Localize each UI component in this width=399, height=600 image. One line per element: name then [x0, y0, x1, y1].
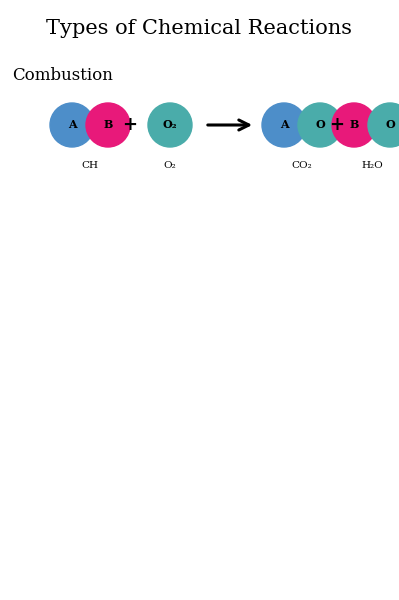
Text: O: O [315, 119, 325, 130]
Circle shape [50, 103, 94, 147]
Text: Combustion: Combustion [12, 67, 113, 83]
Text: Types of Chemical Reactions: Types of Chemical Reactions [47, 19, 352, 37]
Text: A: A [68, 119, 76, 130]
Text: CO₂: CO₂ [292, 161, 312, 170]
Text: A: A [280, 119, 288, 130]
Circle shape [86, 103, 130, 147]
Circle shape [368, 103, 399, 147]
Text: +: + [330, 116, 344, 134]
Text: CH: CH [81, 161, 99, 170]
Text: O₂: O₂ [163, 119, 177, 130]
Circle shape [148, 103, 192, 147]
Circle shape [332, 103, 376, 147]
Text: O: O [385, 119, 395, 130]
Text: B: B [349, 119, 359, 130]
Circle shape [298, 103, 342, 147]
Text: +: + [122, 116, 138, 134]
Text: H₂O: H₂O [361, 161, 383, 170]
Text: B: B [103, 119, 113, 130]
Text: O₂: O₂ [164, 161, 176, 170]
Circle shape [262, 103, 306, 147]
